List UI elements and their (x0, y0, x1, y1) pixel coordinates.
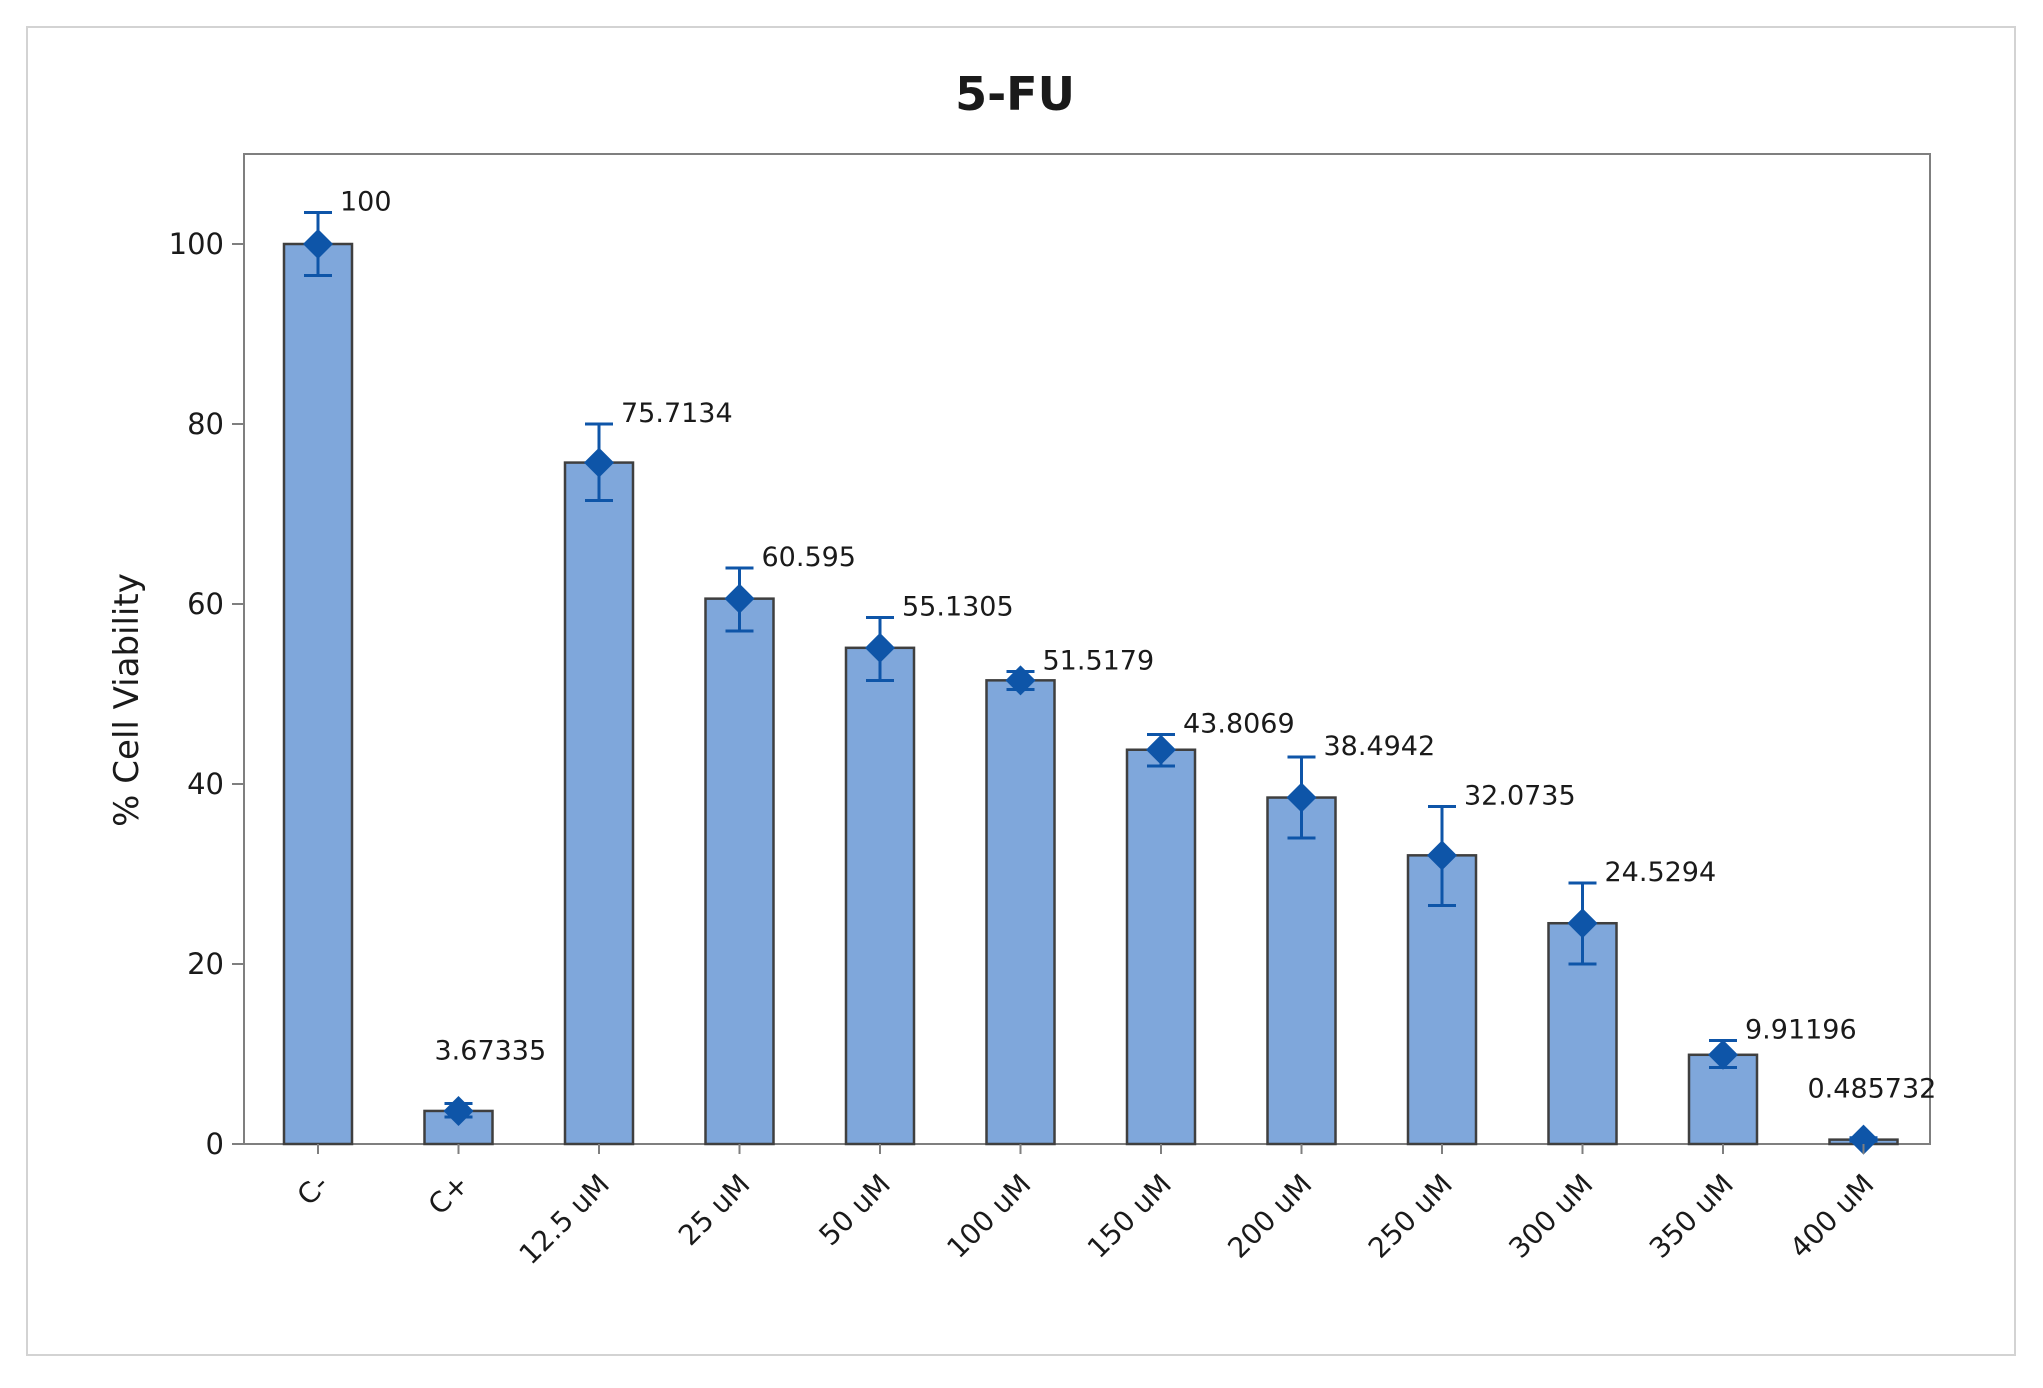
data-label: 32.0735 (1464, 781, 1576, 812)
x-tick-label: 50 uM (812, 1168, 896, 1252)
mean-marker (1286, 782, 1317, 813)
data-label: 75.7134 (621, 398, 733, 429)
x-tick-label: 150 uM (1081, 1168, 1178, 1265)
mean-marker (1427, 840, 1457, 871)
y-axis-label: % Cell Viability (107, 573, 147, 827)
data-label: 0.485732 (1808, 1074, 1937, 1105)
chart-title: 5-FU (955, 67, 1075, 121)
bar (563, 461, 635, 1146)
data-label: 9.91196 (1745, 1015, 1857, 1046)
data-label: 60.595 (762, 542, 856, 573)
mean-markers-group (303, 229, 1879, 1155)
data-label: 100 (340, 187, 392, 218)
y-tick-label: 60 (187, 587, 224, 621)
bars-group (282, 242, 1899, 1146)
y-tick-label: 100 (169, 227, 224, 261)
y-axis: 0 20 40 60 80 100 (169, 227, 244, 1161)
bar (1125, 748, 1197, 1146)
bar (985, 679, 1056, 1146)
y-tick-label: 40 (187, 767, 224, 801)
x-tick-label: 100 uM (940, 1168, 1037, 1265)
mean-marker (303, 229, 333, 259)
data-label: 24.5294 (1605, 857, 1717, 888)
mean-marker (865, 632, 895, 663)
y-tick-label: 80 (187, 407, 224, 441)
error-bars-group (304, 211, 1878, 1143)
x-tick-label: 250 uM (1362, 1168, 1459, 1265)
x-tick-label: 300 uM (1502, 1168, 1599, 1265)
mean-marker (1708, 1039, 1738, 1070)
x-tick-label: 200 uM (1221, 1168, 1318, 1265)
bar (282, 242, 354, 1146)
data-label: 51.5179 (1043, 646, 1155, 677)
mean-marker (1848, 1124, 1879, 1155)
data-label: 3.67335 (435, 1036, 547, 1067)
bar (704, 597, 775, 1146)
mean-marker (1567, 908, 1598, 939)
data-label: 38.4942 (1324, 731, 1436, 762)
y-tick-label: 0 (206, 1127, 224, 1161)
plot-area-frame (243, 153, 1931, 1145)
x-tick-label: C+ (422, 1168, 476, 1222)
bar (844, 646, 916, 1146)
y-tick-label: 20 (187, 947, 224, 981)
x-tick-label: C- (291, 1168, 335, 1212)
x-tick-label: 25 uM (672, 1168, 756, 1252)
data-labels-group: 100 3.67335 75.7134 60.595 55.1305 51.5179 43.… (340, 187, 1936, 1105)
x-axis: C- C+ 12.5 uM 25 uM 50 uM 100 uM 150 uM 200 uM 2… (291, 1144, 1880, 1271)
mean-marker (584, 447, 614, 478)
mean-marker (443, 1095, 474, 1126)
x-tick-label: 350 uM (1643, 1168, 1740, 1265)
mean-marker (724, 583, 755, 614)
mean-marker (1005, 665, 1036, 696)
bar (1266, 796, 1337, 1146)
x-tick-label: 400 uM (1783, 1168, 1880, 1265)
mean-marker (1146, 734, 1176, 765)
x-tick-label: 12.5 uM (513, 1168, 616, 1271)
data-label: 55.1305 (902, 592, 1014, 623)
data-label: 43.8069 (1183, 709, 1295, 740)
